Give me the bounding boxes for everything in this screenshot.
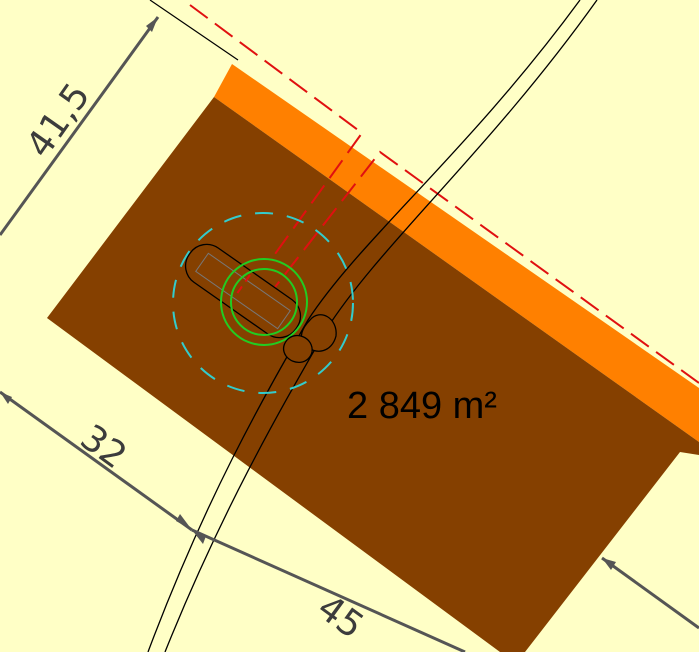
nacelle-inner xyxy=(195,252,291,330)
dimension-arrow-mid-a xyxy=(176,514,192,530)
dimension-arrow-right xyxy=(602,558,616,570)
foundation-cap-2 xyxy=(282,335,313,363)
boundary-dashed-line-2 xyxy=(264,150,699,384)
dimension-arrow-left xyxy=(0,392,12,404)
dimension-line-right xyxy=(601,556,699,630)
border-strip xyxy=(214,64,699,442)
road-line-left xyxy=(147,0,581,652)
plot-area-label: 2 849 m² xyxy=(347,385,497,427)
plot-area xyxy=(47,97,699,652)
dimension-arrow-mid-b xyxy=(192,530,206,544)
dimension-arrow-top xyxy=(146,17,158,32)
boundary-dashed-line xyxy=(189,4,364,255)
turbine-outer-ring xyxy=(220,258,308,346)
boundary-mark xyxy=(235,274,251,296)
parcel-edge-line xyxy=(149,0,239,61)
rotor-circle xyxy=(172,212,354,394)
turbine-inner-ring xyxy=(230,268,298,336)
dimension-line-bottom xyxy=(191,528,466,652)
dimension-line-left xyxy=(0,390,193,532)
dimension-line-width xyxy=(0,16,160,236)
